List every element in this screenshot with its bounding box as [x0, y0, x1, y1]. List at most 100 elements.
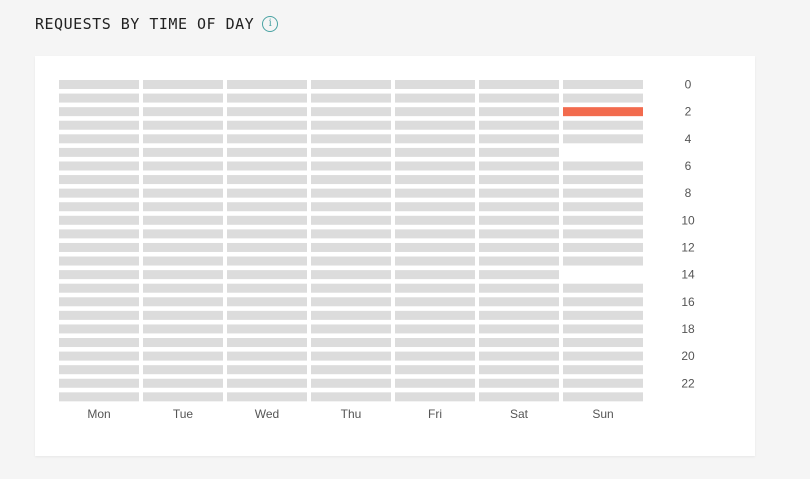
heatmap-cell-tue-18[interactable]: [143, 324, 223, 334]
heatmap-cell-thu-1[interactable]: [311, 93, 391, 103]
heatmap-cell-mon-9[interactable]: [59, 202, 139, 212]
heatmap-cell-thu-17[interactable]: [311, 310, 391, 320]
heatmap-cell-tue-2[interactable]: [143, 107, 223, 117]
heatmap-cell-mon-23[interactable]: [59, 392, 139, 402]
heatmap-cell-thu-3[interactable]: [311, 120, 391, 130]
heatmap-cell-fri-10[interactable]: [395, 215, 475, 225]
heatmap-cell-fri-8[interactable]: [395, 188, 475, 198]
heatmap-cell-tue-9[interactable]: [143, 202, 223, 212]
heatmap-cell-sun-5[interactable]: [563, 147, 643, 157]
heatmap-cell-wed-0[interactable]: [227, 80, 307, 89]
heatmap-cell-wed-1[interactable]: [227, 93, 307, 103]
heatmap-cell-sat-1[interactable]: [479, 93, 559, 103]
heatmap-cell-tue-17[interactable]: [143, 310, 223, 320]
heatmap-cell-wed-16[interactable]: [227, 297, 307, 307]
heatmap-cell-sun-6[interactable]: [563, 161, 643, 171]
heatmap-cell-wed-4[interactable]: [227, 134, 307, 144]
heatmap-cell-thu-21[interactable]: [311, 365, 391, 375]
heatmap-cell-mon-6[interactable]: [59, 161, 139, 171]
heatmap-cell-fri-13[interactable]: [395, 256, 475, 266]
heatmap-cell-fri-21[interactable]: [395, 365, 475, 375]
heatmap-cell-thu-14[interactable]: [311, 270, 391, 280]
heatmap-cell-sat-13[interactable]: [479, 256, 559, 266]
heatmap-cell-wed-14[interactable]: [227, 270, 307, 280]
heatmap-cell-sun-22[interactable]: [563, 378, 643, 388]
heatmap-cell-mon-7[interactable]: [59, 175, 139, 185]
heatmap-cell-thu-19[interactable]: [311, 338, 391, 348]
heatmap-cell-thu-12[interactable]: [311, 242, 391, 252]
heatmap-cell-thu-9[interactable]: [311, 202, 391, 212]
heatmap-cell-thu-0[interactable]: [311, 80, 391, 89]
heatmap-cell-sun-23[interactable]: [563, 392, 643, 402]
heatmap-cell-fri-19[interactable]: [395, 338, 475, 348]
heatmap-cell-tue-11[interactable]: [143, 229, 223, 239]
heatmap-cell-sun-19[interactable]: [563, 338, 643, 348]
heatmap-cell-sun-11[interactable]: [563, 229, 643, 239]
heatmap-cell-sat-21[interactable]: [479, 365, 559, 375]
heatmap-cell-sun-4[interactable]: [563, 134, 643, 144]
heatmap-cell-sat-11[interactable]: [479, 229, 559, 239]
heatmap-cell-sat-19[interactable]: [479, 338, 559, 348]
heatmap-cell-thu-22[interactable]: [311, 378, 391, 388]
heatmap-cell-sun-3[interactable]: [563, 120, 643, 130]
heatmap-cell-tue-4[interactable]: [143, 134, 223, 144]
heatmap-cell-mon-16[interactable]: [59, 297, 139, 307]
heatmap-cell-sun-13[interactable]: [563, 256, 643, 266]
heatmap-cell-sun-14[interactable]: [563, 270, 643, 280]
heatmap-cell-fri-16[interactable]: [395, 297, 475, 307]
heatmap-cell-thu-15[interactable]: [311, 283, 391, 293]
heatmap-cell-fri-3[interactable]: [395, 120, 475, 130]
heatmap-cell-sun-20[interactable]: [563, 351, 643, 361]
heatmap-cell-tue-10[interactable]: [143, 215, 223, 225]
heatmap-cell-mon-11[interactable]: [59, 229, 139, 239]
heatmap-cell-sat-16[interactable]: [479, 297, 559, 307]
heatmap-cell-sun-8[interactable]: [563, 188, 643, 198]
heatmap-cell-sat-15[interactable]: [479, 283, 559, 293]
heatmap-cell-mon-17[interactable]: [59, 310, 139, 320]
heatmap-cell-sat-6[interactable]: [479, 161, 559, 171]
heatmap-cell-fri-12[interactable]: [395, 242, 475, 252]
heatmap-cell-sun-12[interactable]: [563, 242, 643, 252]
heatmap-cell-sun-2[interactable]: [563, 107, 643, 117]
heatmap-cell-wed-9[interactable]: [227, 202, 307, 212]
heatmap-cell-fri-4[interactable]: [395, 134, 475, 144]
heatmap-cell-sun-9[interactable]: [563, 202, 643, 212]
heatmap-cell-sat-12[interactable]: [479, 242, 559, 252]
heatmap-cell-tue-22[interactable]: [143, 378, 223, 388]
heatmap-cell-sat-9[interactable]: [479, 202, 559, 212]
heatmap-cell-thu-23[interactable]: [311, 392, 391, 402]
heatmap-cell-wed-11[interactable]: [227, 229, 307, 239]
heatmap-cell-tue-19[interactable]: [143, 338, 223, 348]
heatmap-cell-sat-2[interactable]: [479, 107, 559, 117]
heatmap-cell-sat-23[interactable]: [479, 392, 559, 402]
heatmap-cell-wed-6[interactable]: [227, 161, 307, 171]
heatmap-cell-sun-15[interactable]: [563, 283, 643, 293]
heatmap-cell-sat-20[interactable]: [479, 351, 559, 361]
heatmap-cell-sat-17[interactable]: [479, 310, 559, 320]
info-icon[interactable]: i: [262, 16, 279, 32]
heatmap-cell-wed-17[interactable]: [227, 310, 307, 320]
heatmap-cell-tue-12[interactable]: [143, 242, 223, 252]
heatmap-cell-sun-10[interactable]: [563, 215, 643, 225]
heatmap-cell-wed-3[interactable]: [227, 120, 307, 130]
heatmap-cell-sat-0[interactable]: [479, 80, 559, 89]
heatmap-cell-sun-18[interactable]: [563, 324, 643, 334]
heatmap-cell-thu-6[interactable]: [311, 161, 391, 171]
heatmap-cell-sat-18[interactable]: [479, 324, 559, 334]
heatmap-cell-mon-15[interactable]: [59, 283, 139, 293]
heatmap-cell-mon-5[interactable]: [59, 147, 139, 157]
heatmap-cell-sun-16[interactable]: [563, 297, 643, 307]
heatmap-cell-mon-19[interactable]: [59, 338, 139, 348]
heatmap-cell-wed-13[interactable]: [227, 256, 307, 266]
heatmap-cell-mon-13[interactable]: [59, 256, 139, 266]
heatmap-cell-sun-17[interactable]: [563, 310, 643, 320]
heatmap-cell-wed-8[interactable]: [227, 188, 307, 198]
heatmap-cell-wed-15[interactable]: [227, 283, 307, 293]
heatmap-cell-fri-23[interactable]: [395, 392, 475, 402]
heatmap-cell-tue-14[interactable]: [143, 270, 223, 280]
heatmap-cell-tue-21[interactable]: [143, 365, 223, 375]
heatmap-cell-wed-22[interactable]: [227, 378, 307, 388]
heatmap-cell-sat-10[interactable]: [479, 215, 559, 225]
heatmap-cell-thu-16[interactable]: [311, 297, 391, 307]
heatmap-cell-mon-12[interactable]: [59, 242, 139, 252]
